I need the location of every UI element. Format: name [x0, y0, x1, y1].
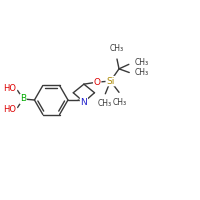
Text: CH₃: CH₃	[135, 58, 149, 67]
Text: Si: Si	[106, 77, 115, 86]
Text: N: N	[81, 98, 87, 107]
Text: CH₃: CH₃	[135, 68, 149, 77]
Text: CH₃: CH₃	[110, 44, 124, 53]
Text: B: B	[20, 94, 26, 103]
Text: HO: HO	[3, 84, 16, 93]
Text: O: O	[94, 78, 101, 87]
Text: HO: HO	[3, 105, 16, 114]
Text: CH₃: CH₃	[97, 99, 111, 108]
Text: CH₃: CH₃	[113, 98, 127, 107]
